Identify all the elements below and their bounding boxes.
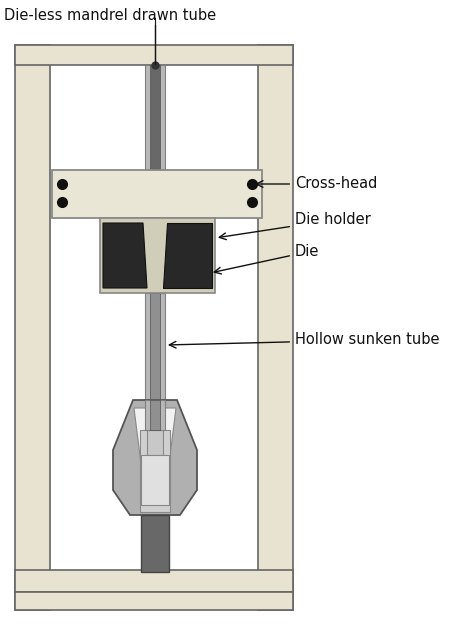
Text: Die-less mandrel drawn tube: Die-less mandrel drawn tube [4,9,216,23]
Text: Hollow sunken tube: Hollow sunken tube [169,332,439,348]
Bar [52,170,262,218]
Polygon shape [103,223,147,288]
Bar [147,430,163,455]
Bar [100,218,215,293]
Bar [258,45,293,610]
Bar [150,65,160,220]
Text: Cross-head: Cross-head [256,176,377,191]
Polygon shape [134,408,176,510]
Bar [150,293,160,490]
Bar [150,400,160,430]
Bar [141,455,169,505]
Bar [145,65,165,220]
Bar [145,400,165,430]
Bar [15,570,293,592]
Bar [141,515,169,572]
Text: Die: Die [214,245,319,274]
Bar [15,45,50,610]
Polygon shape [113,400,197,515]
Bar [15,45,293,65]
Text: Die holder: Die holder [219,213,371,240]
Bar [145,293,165,490]
Bar [15,592,293,610]
Polygon shape [163,223,212,288]
Bar [140,430,170,512]
